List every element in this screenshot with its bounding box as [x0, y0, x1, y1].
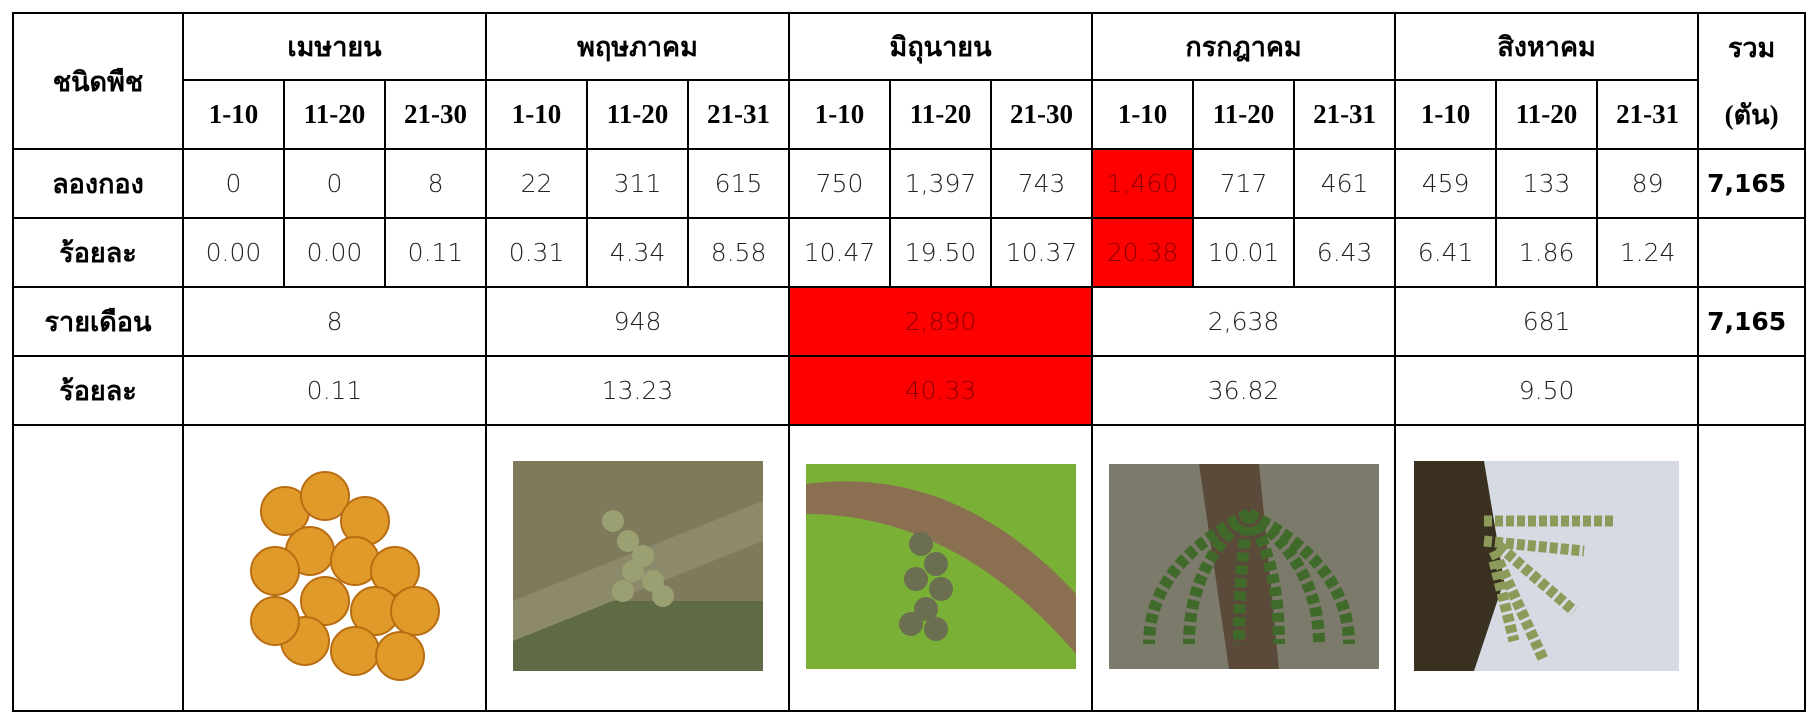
- photo: [249, 471, 440, 681]
- photo-cell: [1394, 424, 1700, 712]
- value-cell: 1.86: [1495, 217, 1599, 288]
- value-cell: 461: [1293, 148, 1397, 219]
- photo-cell: [1091, 424, 1397, 712]
- value-cell: 1.24: [1596, 217, 1700, 288]
- value-cell: 4.34: [586, 217, 690, 288]
- value-cell: 6.41: [1394, 217, 1498, 288]
- period-header: 11-20: [586, 79, 690, 150]
- period-header: 1-10: [182, 79, 285, 150]
- total-header: รวม: [1697, 12, 1807, 80]
- period-header: 21-31: [1596, 79, 1700, 150]
- value-cell: 2,890: [788, 286, 1094, 357]
- period-header: 21-31: [687, 79, 791, 150]
- value-cell: 0.11: [181, 355, 488, 426]
- value-cell: 311: [586, 148, 690, 219]
- month-header: พฤษภาคม: [485, 12, 791, 81]
- value-cell: 717: [1192, 148, 1296, 219]
- total-cell: [1697, 355, 1807, 426]
- value-cell: 22: [485, 148, 589, 219]
- empty-cell: [12, 424, 184, 712]
- row-label: ร้อยละ: [12, 217, 184, 288]
- crop-header: ชนิดพืช: [12, 12, 184, 150]
- photo-cell: [485, 424, 791, 712]
- data-row: ร้อยละ 0.00 0.00 0.11 0.31 4.34 8.58 10.47 19.50…: [12, 217, 1807, 288]
- period-header: 1-10: [788, 79, 892, 150]
- value-cell: 9.50: [1394, 355, 1700, 426]
- value-cell: 8.58: [687, 217, 791, 288]
- month-header: กรกฎาคม: [1091, 12, 1397, 81]
- data-row: ลองกอง 0 0 8 22 311 615 750 1,397 743 1,460 717 461 4…: [12, 148, 1807, 219]
- value-cell: 89: [1596, 148, 1700, 219]
- value-cell: 20.38: [1091, 217, 1195, 288]
- monthly-row: รายเดือน 8 948 2,890 2,638 681 7,165: [12, 286, 1807, 357]
- period-header: 1-10: [485, 79, 589, 150]
- value-cell: 0.31: [485, 217, 589, 288]
- value-cell: 681: [1394, 286, 1700, 357]
- period-header: 1-10: [1394, 79, 1498, 150]
- row-label: ร้อยละ: [12, 355, 184, 426]
- period-header: 21-30: [383, 79, 488, 150]
- value-cell: 10.01: [1192, 217, 1296, 288]
- value-cell: 0.00: [283, 217, 386, 288]
- total-unit: (ตัน): [1697, 80, 1807, 150]
- value-cell: 10.37: [990, 217, 1094, 288]
- value-cell: 13.23: [485, 355, 791, 426]
- value-cell: 8: [181, 286, 488, 357]
- table-wrap: ชนิดพืช เมษายน พฤษภาคม มิถุนายน กรกฎาคม สิงหา…: [12, 12, 1807, 712]
- period-row: 1-10 11-20 21-30 1-10 11-20 21-31 1-10 11-20 21-…: [13, 79, 1807, 150]
- period-header: 21-30: [990, 79, 1094, 150]
- total-cell: 7,165: [1697, 286, 1807, 357]
- value-cell: 19.50: [889, 217, 993, 288]
- total-cell: [1697, 217, 1807, 288]
- row-label: ลองกอง: [12, 148, 184, 219]
- photo-cell: [181, 424, 488, 712]
- value-cell: 0: [283, 148, 386, 219]
- value-cell: 10.47: [788, 217, 892, 288]
- longkong-table: ชนิดพืช เมษายน พฤษภาคม มิถุนายน กรกฎาคม สิงหา…: [12, 12, 1807, 712]
- image-row: [12, 424, 1807, 712]
- row-label: รายเดือน: [12, 286, 184, 357]
- value-cell: 6.43: [1293, 217, 1397, 288]
- value-cell: 133: [1495, 148, 1599, 219]
- value-cell: 459: [1394, 148, 1498, 219]
- value-cell: 948: [485, 286, 791, 357]
- header-row: ชนิดพืช เมษายน พฤษภาคม มิถุนายน กรกฎาคม สิงหา…: [12, 12, 1807, 150]
- value-cell: 1,397: [889, 148, 993, 219]
- period-header: 21-31: [1293, 79, 1397, 150]
- value-cell: 40.33: [788, 355, 1094, 426]
- value-cell: 1,460: [1091, 148, 1195, 219]
- value-cell: 0.00: [182, 217, 285, 288]
- value-cell: 0.11: [383, 217, 488, 288]
- month-header: สิงหาคม: [1394, 12, 1700, 81]
- value-cell: 615: [687, 148, 791, 219]
- month-header: มิถุนายน: [788, 12, 1094, 81]
- value-cell: 2,638: [1091, 286, 1397, 357]
- photo: [805, 463, 1076, 669]
- period-header: 11-20: [889, 79, 993, 150]
- photo: [512, 461, 763, 671]
- period-header: 1-10: [1091, 79, 1195, 150]
- value-cell: 750: [788, 148, 892, 219]
- total-cell: 7,165: [1697, 148, 1807, 219]
- empty-cell: [1697, 424, 1807, 712]
- period-header: 11-20: [283, 79, 386, 150]
- month-header: เมษายน: [181, 12, 488, 81]
- value-cell: 743: [990, 148, 1094, 219]
- photo: [1108, 463, 1379, 669]
- period-header: 11-20: [1495, 79, 1599, 150]
- value-cell: 36.82: [1091, 355, 1397, 426]
- monthly-row: ร้อยละ 0.11 13.23 40.33 36.82 9.50: [12, 355, 1807, 426]
- value-cell: 8: [383, 148, 488, 219]
- photo-cell: [788, 424, 1094, 712]
- value-cell: 0: [182, 148, 285, 219]
- period-header: 11-20: [1192, 79, 1296, 150]
- photo: [1414, 461, 1680, 671]
